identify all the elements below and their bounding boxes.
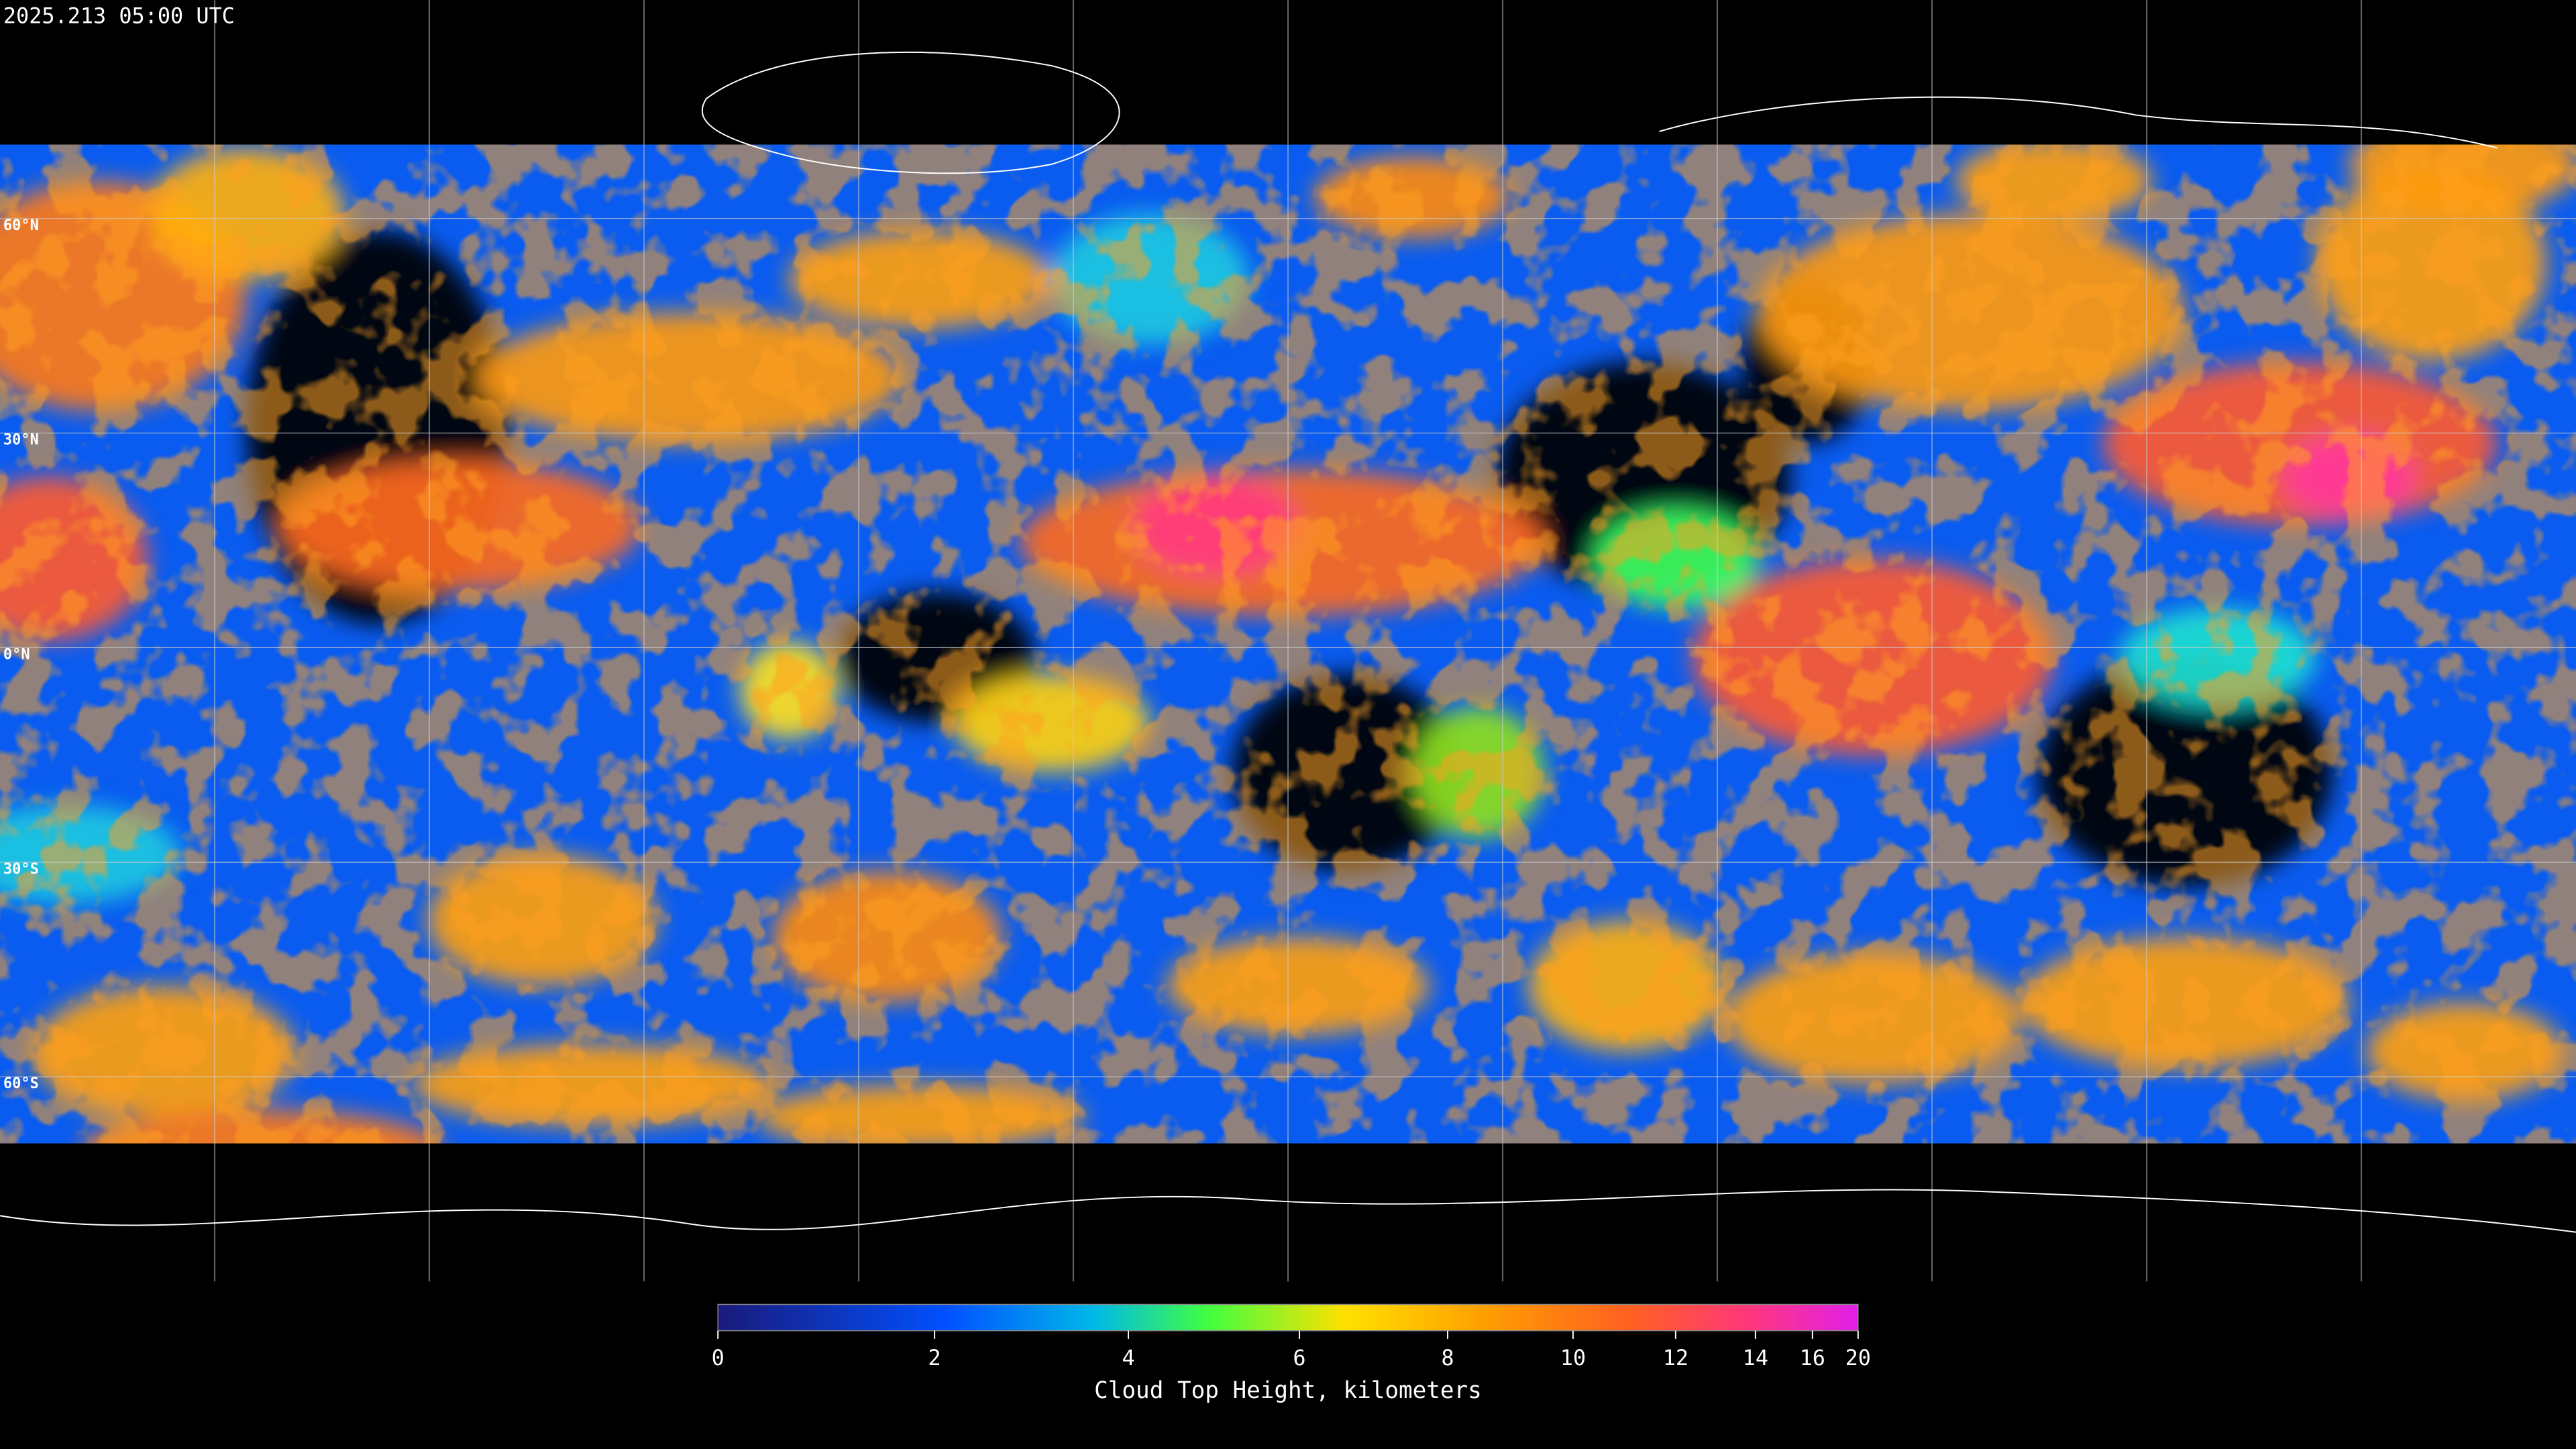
colorbar-tick-label: 6 <box>1293 1345 1305 1371</box>
lat-label: 60°S <box>3 1075 39 1092</box>
colorbar-tick-label: 10 <box>1560 1345 1586 1371</box>
coastlines <box>0 51 2576 1233</box>
lat-label: 30°S <box>3 861 39 877</box>
coast-antarctica <box>0 1189 2576 1233</box>
colorbar-label: Cloud Top Height, kilometers <box>1094 1377 1482 1404</box>
lat-labels: 60°N 30°N 0°N 30°S 60°S <box>3 217 39 1092</box>
colorbar-tick-label: 20 <box>1845 1345 1871 1371</box>
colorbar-tick-label: 16 <box>1800 1345 1825 1371</box>
timestamp: 2025.213 05:00 UTC <box>3 3 235 28</box>
colorbar-tick-label: 4 <box>1122 1345 1134 1371</box>
coast-arctic <box>1659 96 2498 149</box>
colorbar-tick-label: 8 <box>1441 1345 1454 1371</box>
colorbar-tick-label: 0 <box>712 1345 724 1371</box>
colorbar <box>717 1303 1859 1332</box>
lat-label: 30°N <box>3 432 39 449</box>
coast-greenland <box>702 51 1120 174</box>
colorbar-tick-label: 2 <box>928 1345 941 1371</box>
colorbar-tick-label: 12 <box>1663 1345 1688 1371</box>
lat-label: 60°N <box>3 217 39 234</box>
graticule <box>0 0 2576 1282</box>
colorbar-tick-label: 14 <box>1743 1345 1768 1371</box>
lat-label: 0°N <box>3 647 30 663</box>
colorbar-ticks: 0 2 4 6 8 10 12 14 16 20 <box>712 1330 1871 1371</box>
